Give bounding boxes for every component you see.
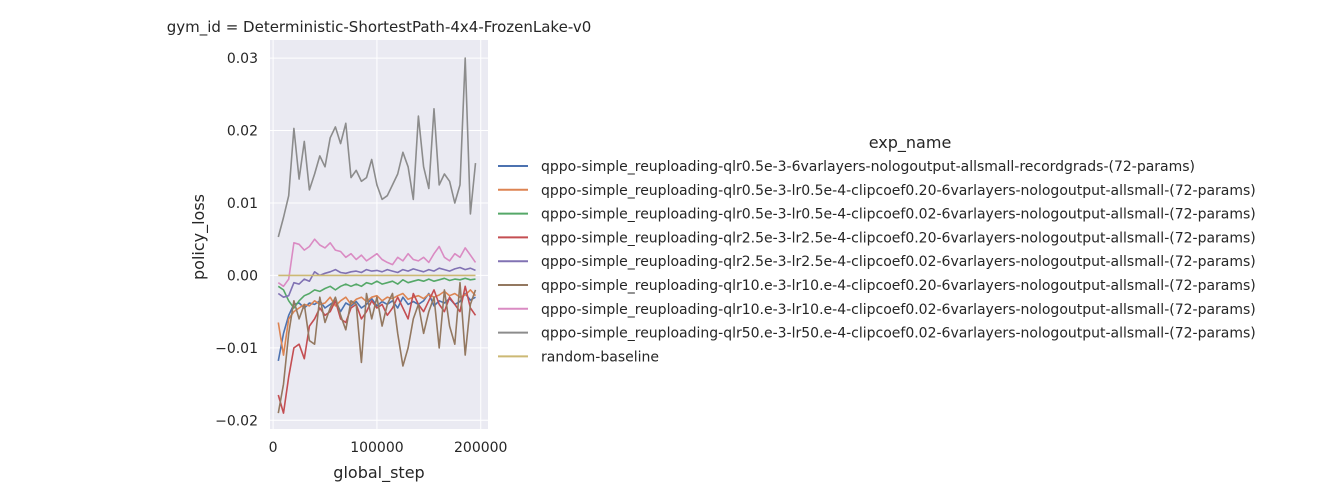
series-line	[277, 289, 477, 356]
legend-title: exp_name	[869, 133, 952, 153]
legend-label: qppo-simple_reuploading-qlr2.5e-3-lr2.5e…	[541, 254, 1256, 270]
legend-label: qppo-simple_reuploading-qlr10.e-3-lr10.e…	[541, 278, 1256, 294]
legend-label: qppo-simple_reuploading-qlr0.5e-3-lr0.5e…	[541, 183, 1256, 199]
series-line	[277, 281, 477, 414]
legend-label: qppo-simple_reuploading-qlr0.5e-3-6varla…	[541, 159, 1195, 175]
y-tick-label: −0.01	[215, 341, 258, 357]
x-tick-label: 100000	[350, 440, 403, 456]
y-axis-label: policy_loss	[189, 194, 209, 280]
series-line	[277, 277, 476, 309]
series-line	[277, 57, 477, 238]
y-tick-label: 0.02	[227, 124, 258, 140]
plot-area	[270, 40, 488, 429]
y-tick-label: 0.00	[227, 268, 258, 284]
tick-labels: −0.02 −0.01 0.00 0.01 0.02 0.03 0 100000 200000	[215, 51, 507, 456]
legend-label: qppo-simple_reuploading-qlr0.5e-3-lr0.5e…	[541, 207, 1256, 223]
x-tick-label: 0	[269, 440, 278, 456]
legend-label: random-baseline	[541, 349, 659, 365]
legend: exp_name qppo-simple_reuploading-qlr0.5e…	[498, 133, 1256, 365]
y-tick-label: 0.01	[227, 196, 258, 212]
y-tick-label: 0.03	[227, 51, 258, 67]
legend-label: qppo-simple_reuploading-qlr10.e-3-lr10.e…	[541, 302, 1256, 318]
x-tick-label: 200000	[454, 440, 507, 456]
series-line	[277, 266, 476, 299]
chart-title: gym_id = Deterministic-ShortestPath-4x4-…	[167, 18, 592, 37]
y-tick-label: −0.02	[215, 413, 258, 429]
x-axis-label: global_step	[333, 463, 424, 483]
series-line	[277, 238, 477, 288]
legend-label: qppo-simple_reuploading-qlr50.e-3-lr50.e…	[541, 326, 1256, 342]
legend-label: qppo-simple_reuploading-qlr2.5e-3-lr2.5e…	[541, 230, 1256, 246]
series-lines	[277, 57, 477, 414]
